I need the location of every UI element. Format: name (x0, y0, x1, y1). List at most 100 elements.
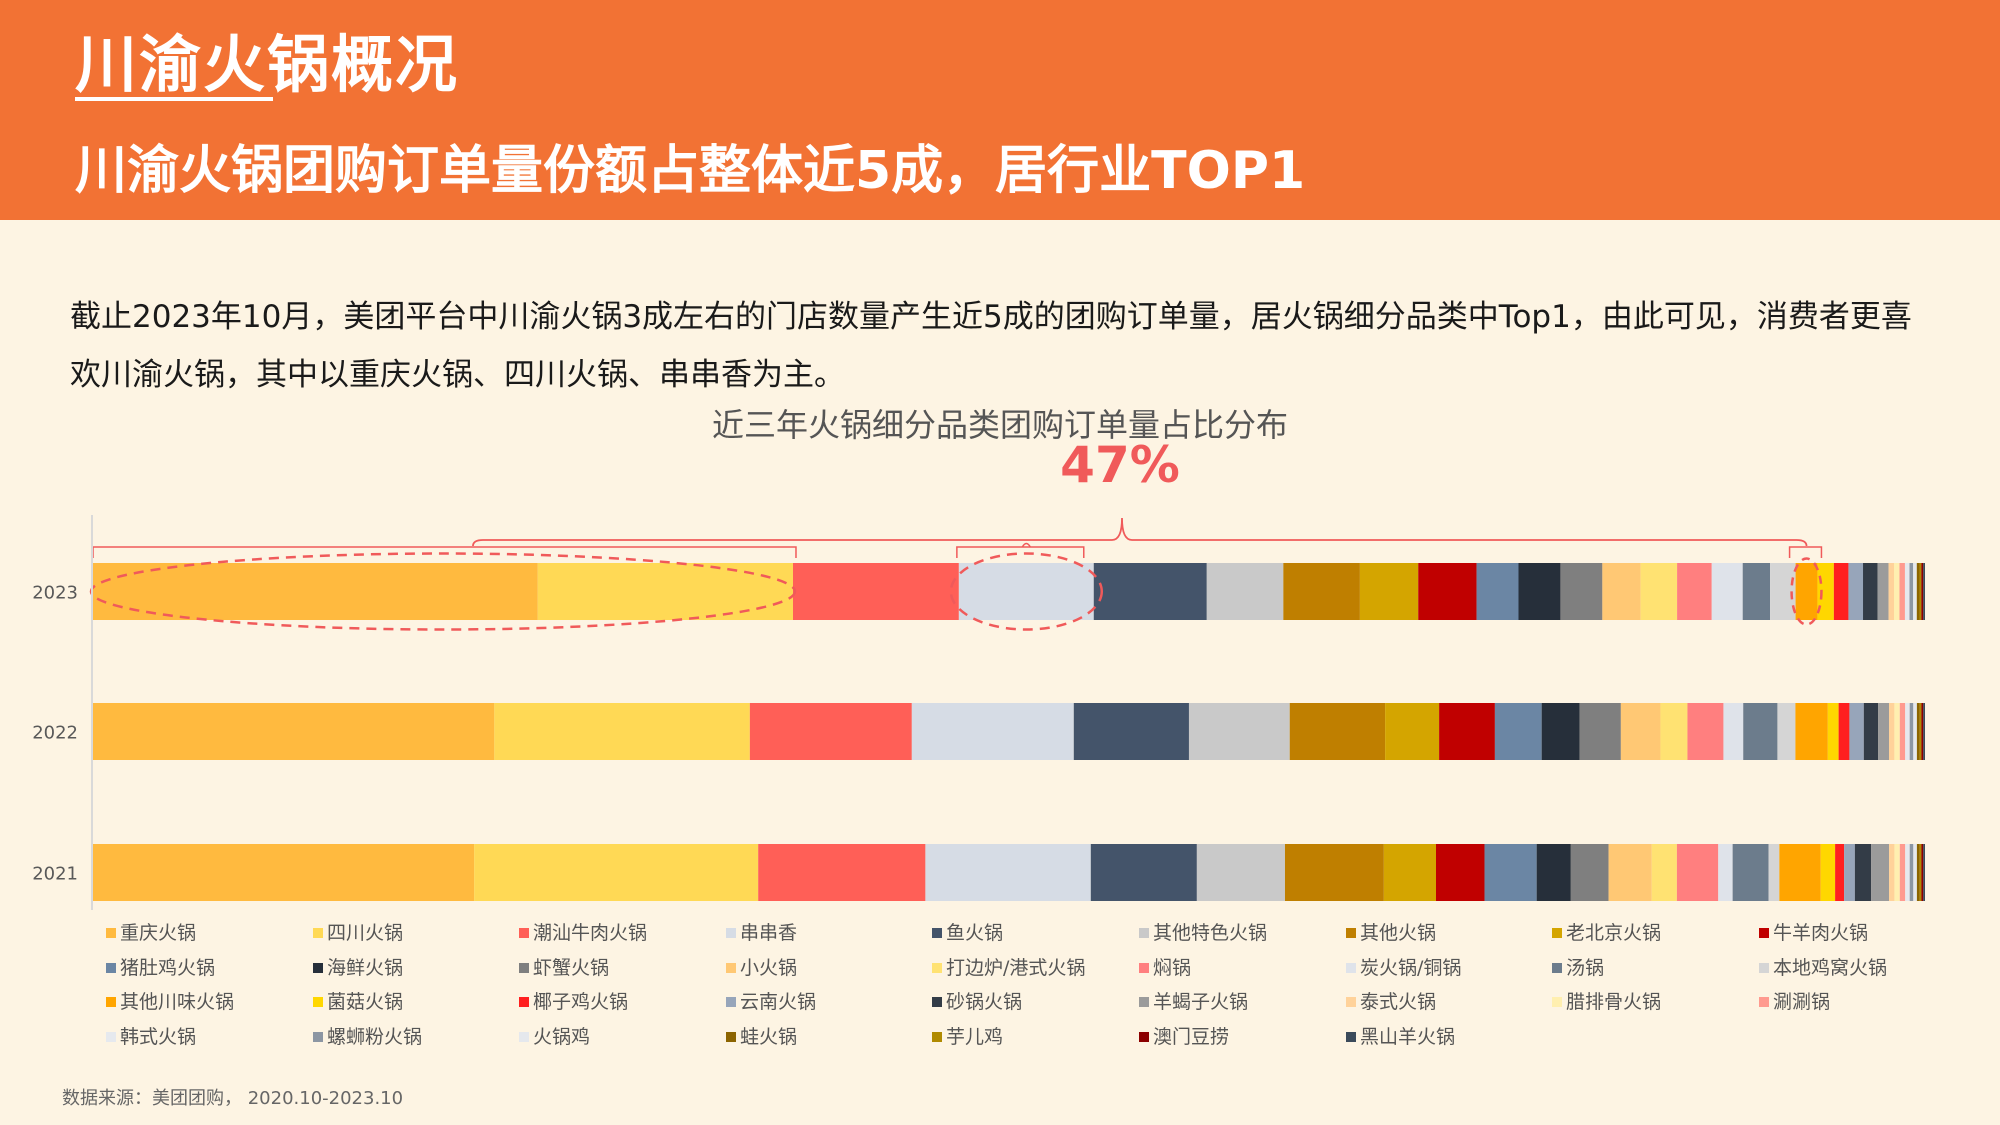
bar-2023-其他火锅 (1283, 563, 1360, 620)
legend-label: 重庆火锅 (120, 922, 197, 944)
legend-swatch (726, 962, 736, 973)
legend-swatch (1759, 962, 1769, 973)
page-headline: 川渝火锅团购订单量份额占整体近5成，居行业TOP1 (75, 141, 1306, 201)
curly-brace-47-percent (472, 517, 1808, 547)
legend-item: 韩式火锅 (106, 1024, 196, 1050)
bar-2022-海鲜火锅 (1541, 703, 1580, 760)
legend-label: 打边炉/港式火锅 (946, 956, 1086, 979)
legend-swatch (1139, 928, 1149, 938)
bar-2021-涮涮锅 (1899, 844, 1906, 901)
bar-2021-泰式火锅 (1889, 844, 1895, 901)
legend-item: 海鲜火锅 (313, 955, 403, 981)
bar-2022-芋儿鸡 (1919, 703, 1922, 760)
legend-label: 韩式火锅 (120, 1025, 197, 1048)
legend-label: 菌菇火锅 (327, 991, 404, 1013)
bar-2021-菌菇火锅 (1820, 844, 1836, 901)
legend-label: 炭火锅/铜锅 (1360, 956, 1462, 979)
legend-swatch (1552, 962, 1562, 973)
legend-item: 菌菇火锅 (313, 989, 403, 1015)
brace-notch-chuanchuan (1021, 542, 1031, 548)
legend-swatch (313, 997, 323, 1007)
legend-label: 涮涮锅 (1773, 991, 1831, 1013)
legend-item: 猪肚鸡火锅 (106, 955, 215, 981)
legend-item: 火锅鸡 (519, 1024, 590, 1050)
category-label-2021: 2021 (32, 864, 78, 885)
bar-layer (93, 563, 1925, 901)
legend-item: 涮涮锅 (1759, 989, 1830, 1015)
legend-swatch (1139, 962, 1149, 973)
legend-label: 芋儿鸡 (946, 1025, 1004, 1048)
brace-annotation-layer (92, 517, 1823, 558)
legend-item: 澳门豆捞 (1139, 1024, 1229, 1050)
bar-2023-打边炉/港式火锅 (1640, 563, 1678, 620)
bar-2022-小火锅 (1620, 703, 1661, 760)
bar-2023-泰式火锅 (1888, 563, 1895, 620)
bar-2021-炭火锅/铜锅 (1718, 844, 1733, 901)
bar-2023-云南火锅 (1848, 563, 1864, 620)
bar-2021-羊蝎子火锅 (1871, 844, 1890, 901)
bar-2023-海鲜火锅 (1518, 563, 1561, 620)
highlight-ellipse-chuanchuan (949, 552, 1104, 631)
legend-label: 小火锅 (740, 956, 798, 979)
bar-2022-四川火锅 (494, 703, 750, 760)
bar-2021-火锅鸡 (1913, 844, 1917, 901)
category-label-2022: 2022 (32, 723, 78, 744)
legend-swatch (1139, 1031, 1149, 1042)
bar-2023-黑山羊火锅 (1923, 563, 1925, 620)
bar-2022-鱼火锅 (1073, 703, 1189, 760)
bar-2022-本地鸡窝火锅 (1777, 703, 1796, 760)
legend-swatch (726, 997, 736, 1007)
bar-2022-串串香 (911, 703, 1074, 760)
intro-paragraph: 截止2023年10月，美团平台中川渝火锅3成左右的门店数量产生近5成的团购订单量… (70, 299, 1912, 393)
legend-label: 黑山羊火锅 (1360, 1025, 1456, 1048)
legend-label: 砂锅火锅 (946, 991, 1023, 1013)
bar-2022-腊排骨火锅 (1894, 703, 1900, 760)
bar-2023-涮涮锅 (1899, 563, 1905, 620)
bar-2022-韩式火锅 (1905, 703, 1910, 760)
bar-2023-炭火锅/铜锅 (1711, 563, 1743, 620)
legend-swatch (313, 928, 323, 938)
bar-2023-澳门豆捞 (1921, 563, 1924, 620)
bar-2023-潮汕牛肉火锅 (792, 563, 959, 620)
bar-2023-砂锅火锅 (1863, 563, 1878, 620)
legend-item: 螺蛳粉火锅 (313, 1024, 422, 1050)
legend-item: 四川火锅 (313, 920, 403, 946)
bar-2021-黑山羊火锅 (1923, 844, 1925, 901)
bar-2023-猪肚鸡火锅 (1476, 563, 1519, 620)
legend-swatch (726, 928, 736, 938)
bar-2022-其他特色火锅 (1188, 703, 1290, 760)
bar-2023-羊蝎子火锅 (1877, 563, 1889, 620)
legend-item: 虾蟹火锅 (519, 955, 609, 981)
legend-swatch (1346, 997, 1356, 1007)
legend-label: 其他火锅 (1360, 922, 1437, 944)
bar-2021-澳门豆捞 (1921, 844, 1924, 901)
bar-2022-其他火锅 (1289, 703, 1386, 760)
bar-2022-虾蟹火锅 (1579, 703, 1621, 760)
legend-item: 小火锅 (726, 955, 797, 981)
bar-2021-韩式火锅 (1905, 844, 1910, 901)
legend-swatch (106, 928, 116, 938)
chart-title: 近三年火锅细分品类团购订单量占比分布 (711, 406, 1288, 444)
bar-2021-椰子鸡火锅 (1835, 844, 1845, 901)
bar-2022-炭火锅/铜锅 (1723, 703, 1744, 760)
legend-swatch (519, 1031, 529, 1042)
bar-2022-云南火锅 (1849, 703, 1864, 760)
bar-2021-砂锅火锅 (1854, 844, 1872, 901)
header-banner (0, 0, 2000, 220)
bar-2021-老北京火锅 (1383, 844, 1436, 901)
legend-item: 蛙火锅 (726, 1024, 797, 1050)
title-underline (75, 97, 273, 101)
bar-2021-焖锅 (1676, 844, 1719, 901)
bar-2021-腊排骨火锅 (1894, 844, 1900, 901)
bar-2021-蛙火锅 (1916, 844, 1920, 901)
bar-2023-蛙火锅 (1916, 563, 1920, 620)
legend-item: 羊蝎子火锅 (1139, 989, 1248, 1015)
bar-2021-串串香 (925, 844, 1091, 901)
bar-2021-四川火锅 (474, 844, 759, 901)
annotation-47-percent: 47% (1060, 440, 1180, 494)
legend-swatch (106, 962, 116, 973)
legend-item: 本地鸡窝火锅 (1759, 955, 1887, 981)
legend-label: 螺蛳粉火锅 (327, 1025, 423, 1048)
legend-label: 泰式火锅 (1360, 991, 1437, 1013)
legend-item: 砂锅火锅 (932, 989, 1022, 1015)
